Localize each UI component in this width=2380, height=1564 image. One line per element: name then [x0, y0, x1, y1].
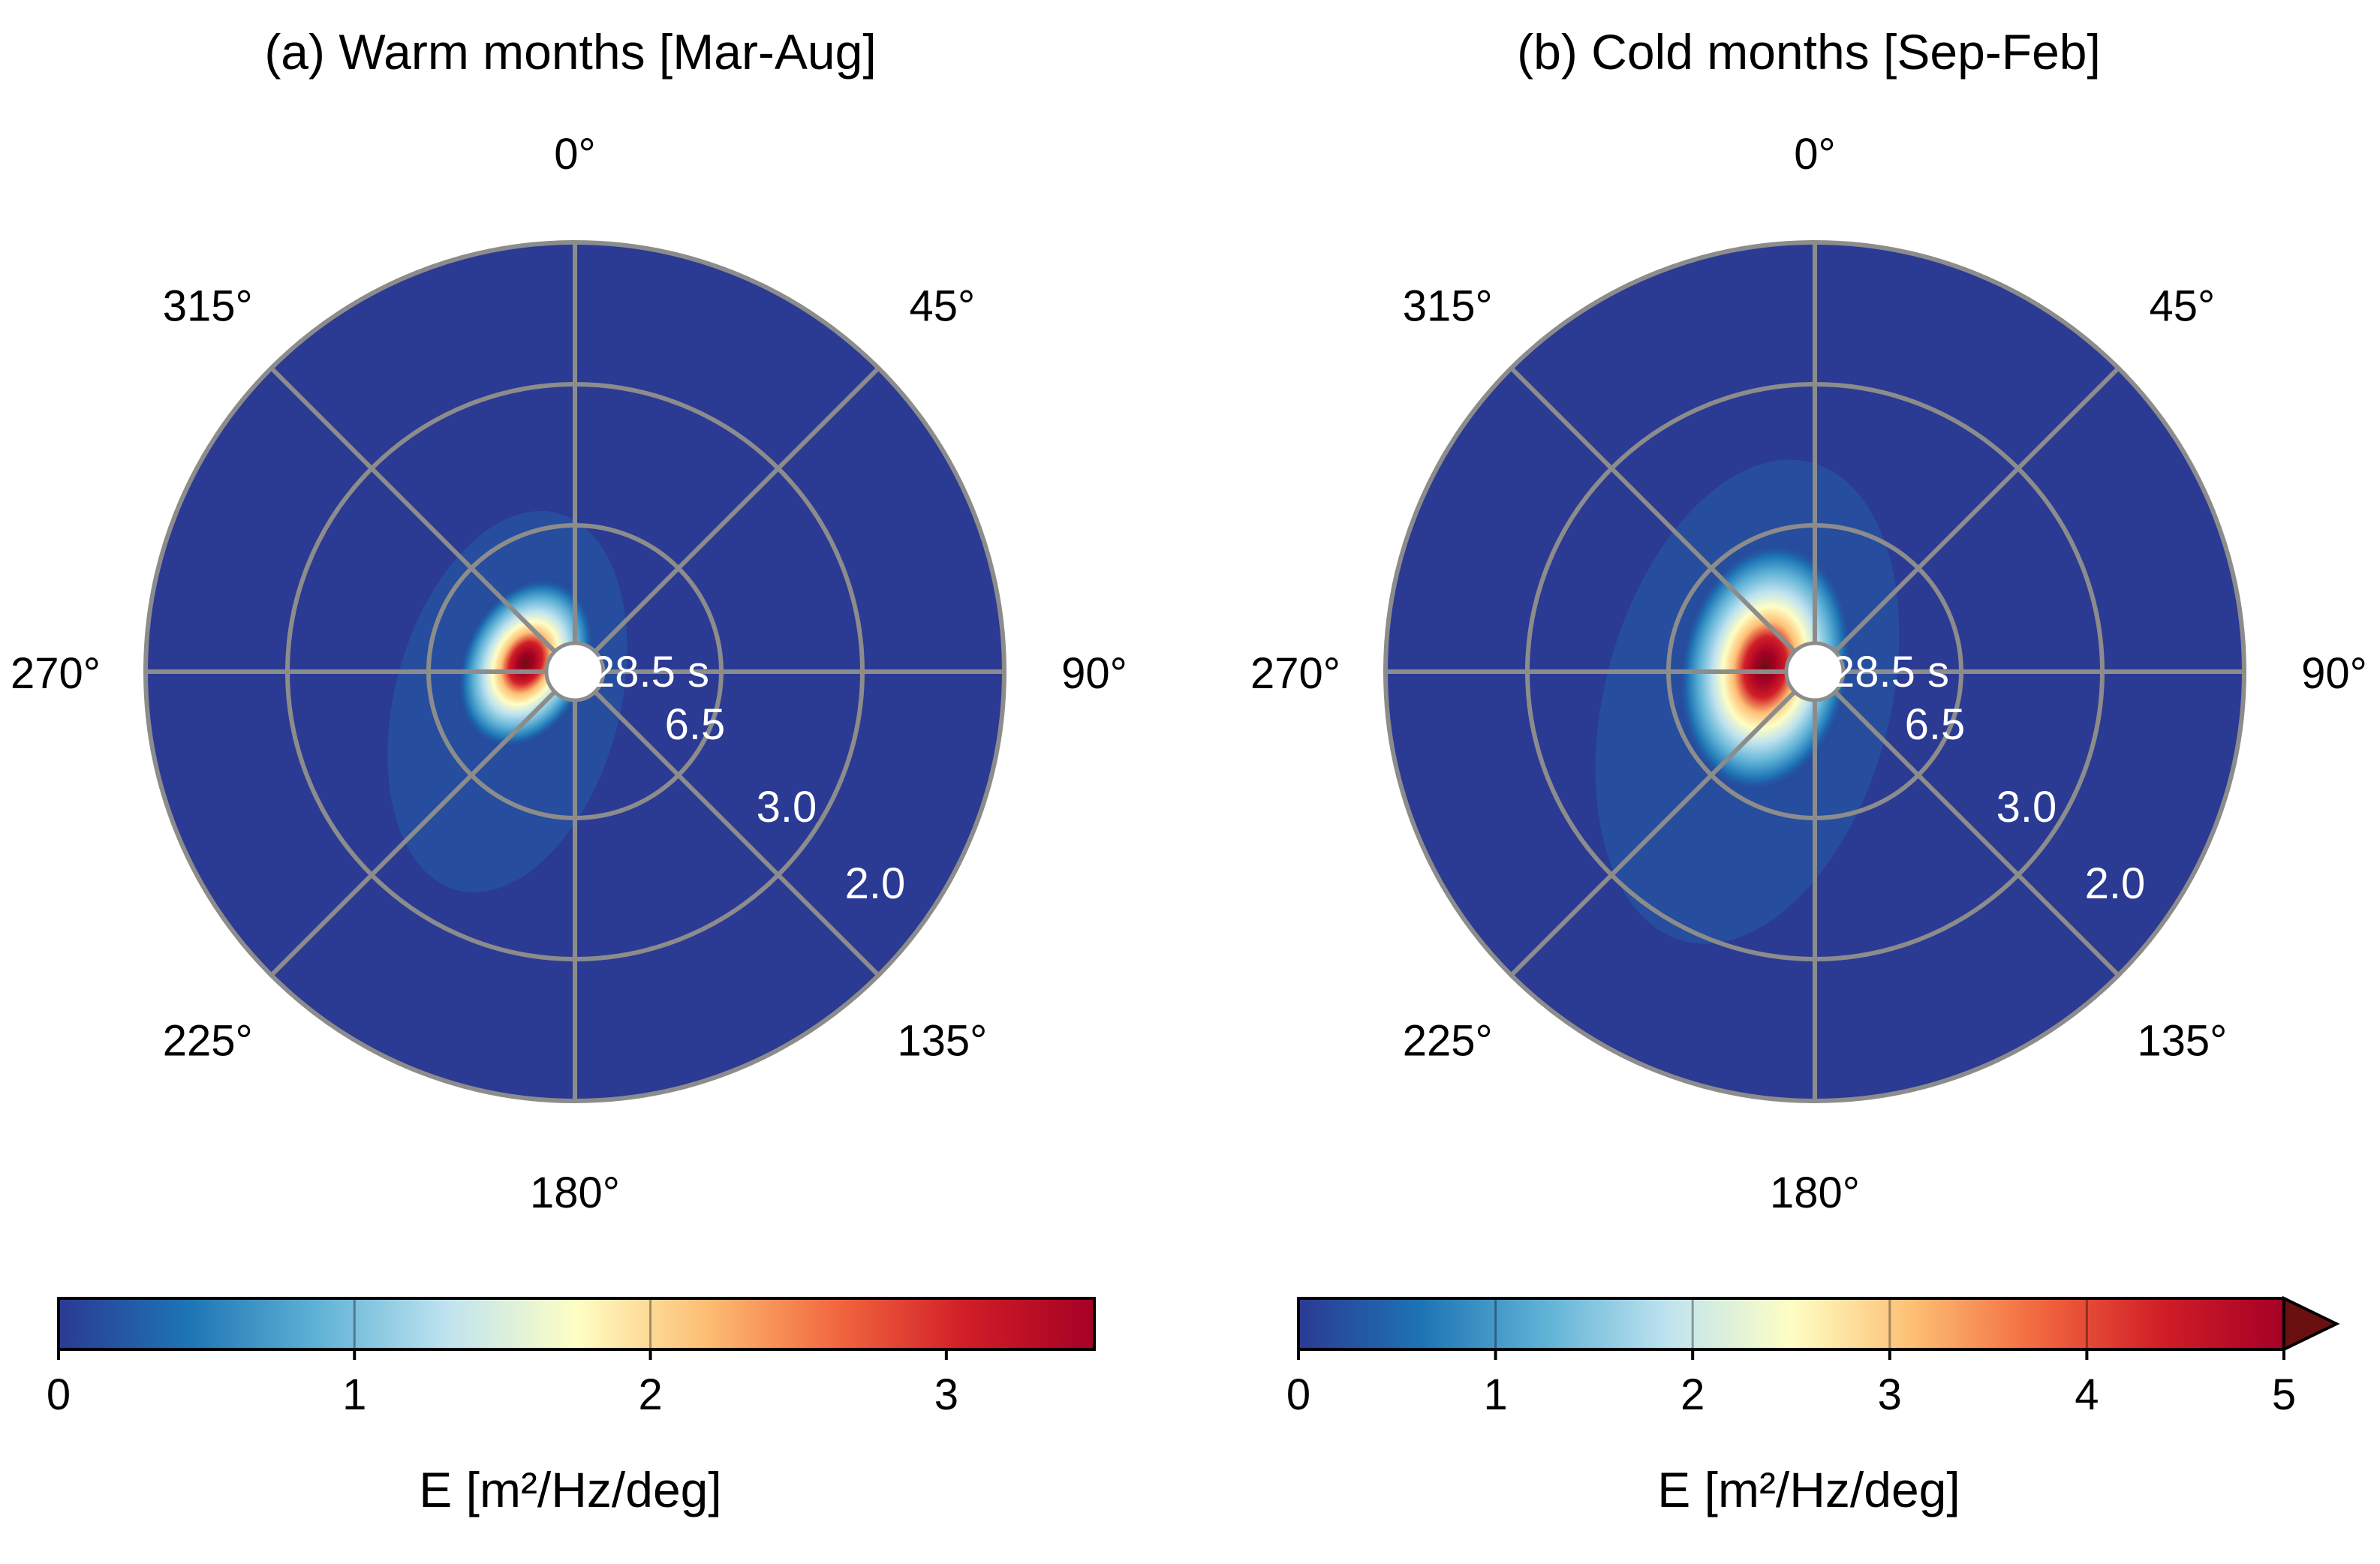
- colorbar-tick-label: 2: [638, 1370, 662, 1419]
- angle-tick-label: 225°: [1403, 1016, 1493, 1065]
- polar-plot-a: 0° 45° 90° 135° 180° 225° 270° 315° 28.5 s6.5 3.0…: [11, 130, 1127, 1217]
- radial-tick-label: 28.5 s: [1831, 648, 1949, 696]
- colorbar-fill: [1297, 1297, 2285, 1351]
- colorbar-tick-label: 3: [934, 1370, 958, 1419]
- angle-tick-label: 45°: [909, 282, 975, 331]
- grid-spoke: [1833, 690, 2120, 977]
- colorbar-tick-label: 0: [1286, 1370, 1310, 1419]
- angle-tick-label: 315°: [163, 282, 253, 331]
- grid-spoke: [269, 690, 557, 977]
- colorbar-extend-arrow: [2282, 1295, 2340, 1352]
- panel-b: (b) Cold months [Sep-Feb] 0° 45° 90° 135° 18…: [1250, 24, 2367, 1517]
- colorbar-tick-label: 5: [2272, 1370, 2296, 1419]
- colorbar-tick-label: 1: [342, 1370, 366, 1419]
- angle-tick-label: 0°: [554, 130, 595, 179]
- grid-spoke: [1509, 366, 1797, 654]
- polar-center-hole: [1784, 641, 1846, 702]
- angle-tick-label: 270°: [11, 649, 101, 698]
- colorbar-tick-label: 2: [1680, 1370, 1705, 1419]
- grid-spoke: [593, 366, 880, 654]
- angle-tick-label: 90°: [2301, 649, 2367, 698]
- colorbar-tick-label: 4: [2075, 1370, 2099, 1419]
- polar-border: [1383, 240, 2246, 1103]
- radial-tick-label: 28.5 s: [591, 648, 709, 696]
- radial-tick-label: 3.0: [757, 783, 817, 832]
- grid-spoke: [1509, 690, 1797, 977]
- colorbar-tick-label: 3: [1878, 1370, 1902, 1419]
- angle-tick-label: 225°: [163, 1016, 253, 1065]
- panel-a: (a) Warm months [Mar-Aug] 0° 45° 90° 135° 18…: [11, 24, 1127, 1517]
- colorbar-a-label: E [m²/Hz/deg]: [419, 1462, 721, 1517]
- angle-tick-label: 45°: [2149, 282, 2215, 331]
- panel-b-title: (b) Cold months [Sep-Feb]: [1517, 24, 2101, 80]
- colorbar-tick-label: 1: [1483, 1370, 1507, 1419]
- polar-plot-b: 0° 45° 90° 135° 180° 225° 270° 315° 28.5 s6.5 3.0…: [1250, 130, 2367, 1217]
- radial-tick-label: 2.0: [845, 859, 906, 908]
- energy-peak: [456, 576, 595, 750]
- colorbar-a: 0 1 2 3: [47, 1297, 1096, 1419]
- grid-spoke: [593, 690, 880, 977]
- radial-tick-label: 2.0: [2085, 859, 2146, 908]
- angle-tick-label: 135°: [2137, 1016, 2227, 1065]
- polar-border: [143, 240, 1006, 1103]
- angle-tick-label: 180°: [530, 1168, 620, 1217]
- colorbar-tick-label: 0: [47, 1370, 71, 1419]
- colorbar-b: 0 1 2 3 4 5: [1286, 1295, 2340, 1419]
- angle-tick-label: 315°: [1403, 282, 1493, 331]
- grid-spoke: [1833, 366, 2120, 654]
- radial-tick-label: 6.5: [1905, 700, 1966, 749]
- radial-tick-label: 3.0: [1996, 783, 2057, 832]
- colorbar-fill: [57, 1297, 1096, 1351]
- angle-tick-label: 270°: [1250, 649, 1340, 698]
- panel-a-title: (a) Warm months [Mar-Aug]: [264, 24, 876, 80]
- angle-tick-label: 0°: [1794, 130, 1835, 179]
- polar-center-hole: [544, 641, 606, 702]
- angle-tick-label: 180°: [1770, 1168, 1860, 1217]
- angle-tick-label: 90°: [1061, 649, 1127, 698]
- energy-peak: [1677, 540, 1853, 794]
- colorbar-b-label: E [m²/Hz/deg]: [1657, 1462, 1960, 1517]
- grid-spoke: [269, 366, 557, 654]
- angle-tick-label: 135°: [897, 1016, 987, 1065]
- radial-tick-label: 6.5: [665, 700, 726, 749]
